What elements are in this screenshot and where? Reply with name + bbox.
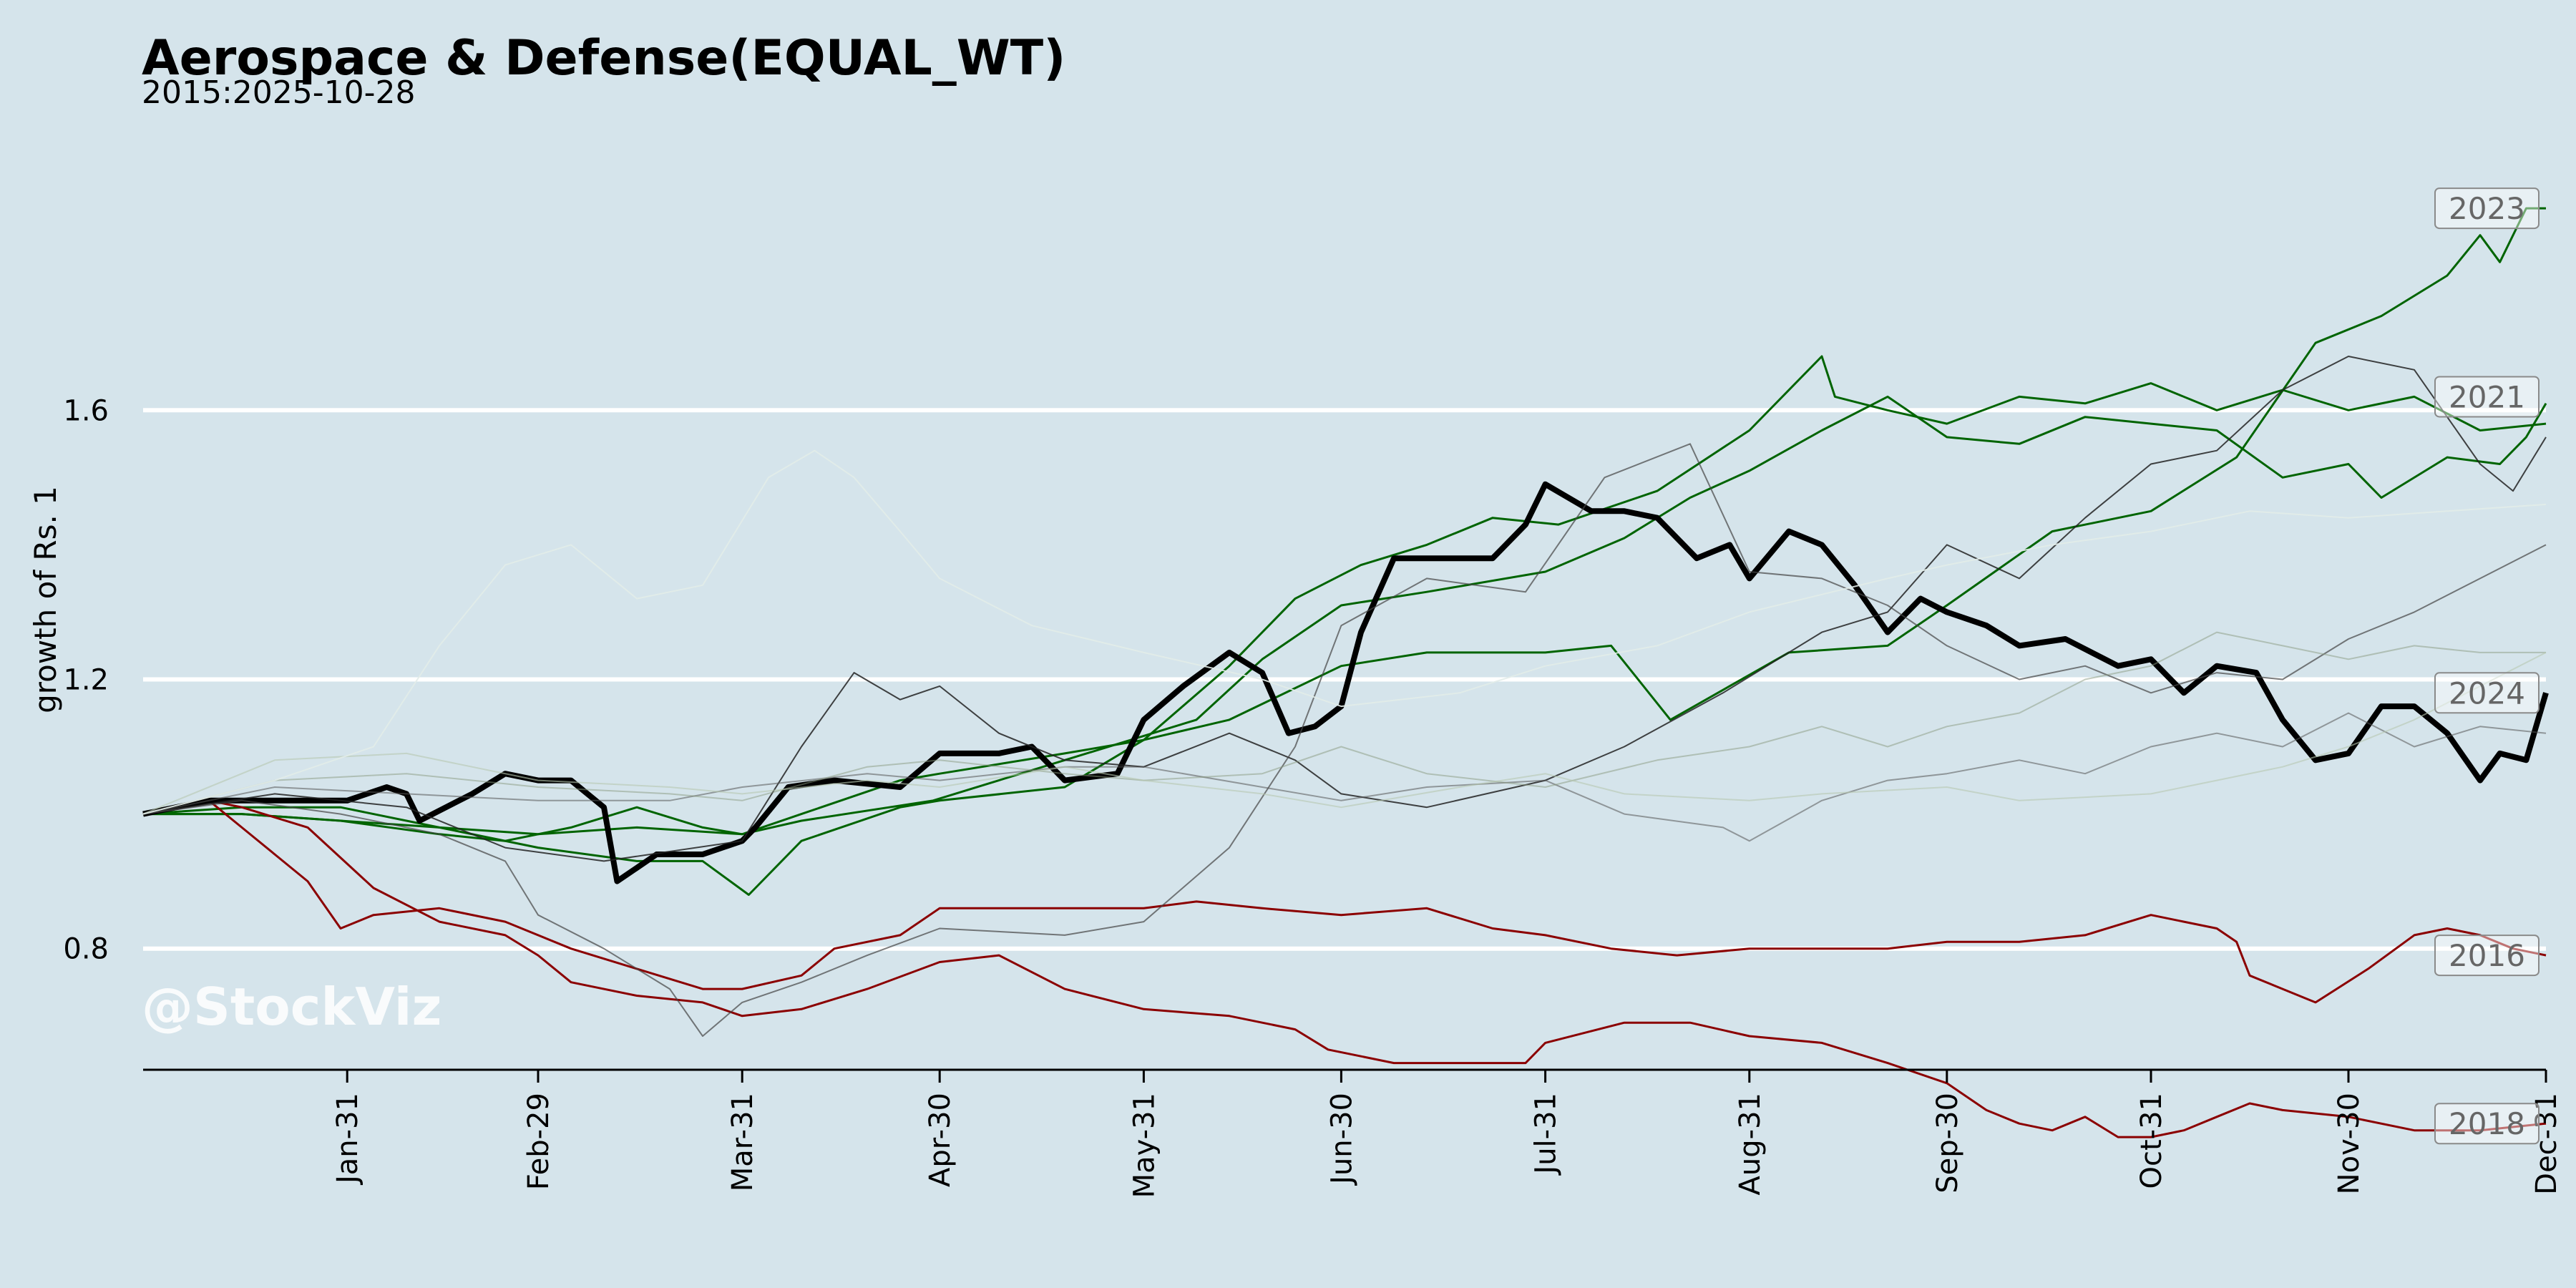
end-label-box [2434, 672, 2540, 714]
y-tick-label: 1.2 [63, 663, 109, 696]
x-tick-label: Jun-30 [1325, 1093, 1358, 1186]
x-tick-label: Apr-30 [924, 1093, 957, 1187]
x-tick-label: Oct-31 [2135, 1093, 2168, 1189]
end-label-2021: 2021 [2449, 379, 2525, 414]
series-line-2020 [142, 355, 2547, 836]
series-line [142, 631, 2546, 815]
x-tick-label: Aug-31 [1734, 1093, 1767, 1195]
end-label-2024: 2024 [2449, 675, 2525, 711]
end-label-box [2434, 187, 2540, 230]
series-line [142, 443, 2547, 1037]
series-line [142, 652, 2547, 815]
chart-subtitle: 2015:2025-10-28 [142, 74, 416, 111]
end-label-2016: 2016 [2449, 938, 2525, 973]
series-line-2018 [142, 799, 2547, 1138]
x-tick-label: Mar-31 [726, 1093, 759, 1191]
x-tick-label: Sep-30 [1931, 1093, 1964, 1194]
end-label-box [2434, 935, 2540, 977]
x-tick-label: Nov-30 [2333, 1093, 2366, 1194]
end-labels: 2023 2021 2024 2016 2018 [2434, 187, 2540, 1145]
series-line-2016 [142, 799, 2547, 1004]
y-tick-label: 1.6 [63, 394, 109, 427]
chart-title: Aerospace & Defense(EQUAL_WT) [142, 30, 1066, 87]
series-line-2024 [142, 481, 2549, 884]
watermark: @StockViz [142, 977, 441, 1037]
series-line-2023 [143, 207, 2546, 896]
grid-lines [143, 408, 2546, 951]
end-label-box [2434, 376, 2540, 418]
series-line [142, 449, 2547, 815]
series-lines [142, 207, 2549, 1138]
axes: 0.8 1.2 1.6 Jan-31 Feb-29 Mar-31 Apr-30 May-31 J… [63, 394, 2563, 1198]
x-tick-label: Jan-31 [331, 1093, 364, 1186]
x-tick-label: Feb-29 [522, 1093, 555, 1190]
x-tick-label: May-31 [1128, 1093, 1161, 1198]
x-tick-label: Jul-31 [1530, 1093, 1563, 1176]
y-tick-label: 0.8 [63, 933, 109, 966]
end-label-box [2434, 1103, 2540, 1145]
end-label-2018: 2018 [2449, 1106, 2525, 1141]
series-line [142, 356, 2547, 862]
y-axis-label: growth of Rs. 1 [28, 486, 63, 713]
end-label-2023: 2023 [2449, 191, 2525, 226]
